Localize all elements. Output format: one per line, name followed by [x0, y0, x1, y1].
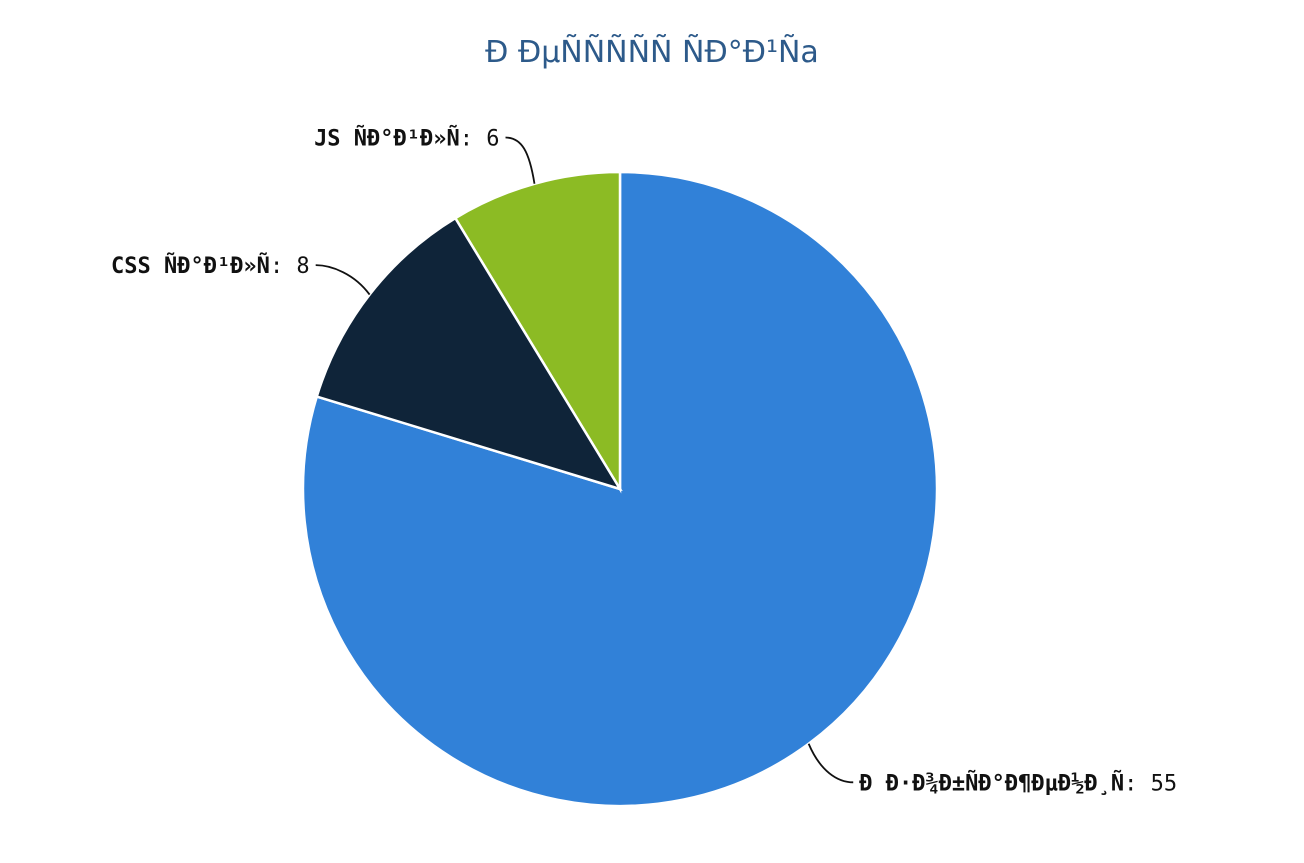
- pie-slice-2[interactable]: [453, 170, 622, 494]
- data-label-category-2: JS ÑÐ°Ð¹Ð»Ñ: [314, 126, 460, 152]
- data-label-value-2: : 6: [460, 127, 500, 152]
- pie-slices: [301, 170, 939, 808]
- label-connector-2: [505, 136, 536, 184]
- data-label-3: CSS ÑÐ°Ð¹Ð»Ñ: 8: [111, 253, 310, 279]
- pie-labels: Ð Ð·Ð¾Ð±ÑÐ°Ð¶ÐµÐ½Ð¸Ñ: 55 JS ÑÐ°Ð¹Ð»Ñ: 6 CS…: [111, 126, 1177, 797]
- data-label-category-3: CSS ÑÐ°Ð¹Ð»Ñ: [111, 253, 270, 279]
- chart-title: Ð ÐµÑÑÑÑÑ ÑÐ°Ð¹Ñа: [485, 34, 819, 70]
- data-label-2: JS ÑÐ°Ð¹Ð»Ñ: 6: [314, 126, 499, 152]
- label-connector-1: [807, 743, 854, 784]
- data-label-value-3: : 8: [270, 254, 310, 279]
- data-label-1: Ð Ð·Ð¾Ð±ÑÐ°Ð¶ÐµÐ½Ð¸Ñ: 55: [859, 770, 1177, 796]
- data-label-value-1: : 55: [1124, 771, 1177, 796]
- data-label-category-1: Ð Ð·Ð¾Ð±ÑÐ°Ð¶ÐµÐ½Ð¸Ñ: [859, 770, 1124, 796]
- label-connector-3: [315, 264, 371, 296]
